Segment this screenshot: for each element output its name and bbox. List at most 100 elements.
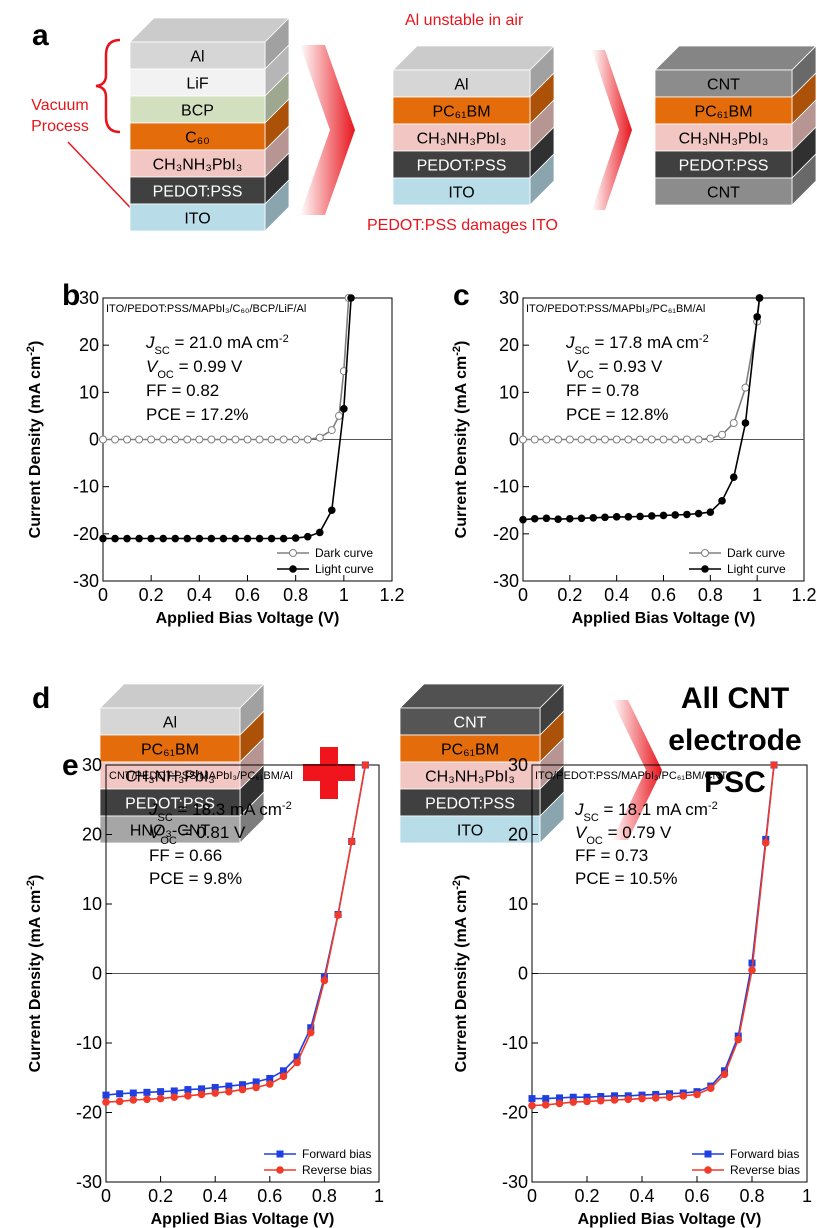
stack-top	[399, 683, 565, 709]
y-axis-label-text: Current Density (mA cm	[453, 356, 470, 539]
data-point	[718, 497, 726, 505]
stat-sub: OC	[586, 835, 603, 847]
layer-label: CH₃NH₃PbI₃	[425, 769, 515, 786]
stat: PCE = 12.8%	[566, 405, 669, 424]
data-point	[143, 1088, 151, 1096]
y-tick-label: 10	[82, 894, 102, 914]
stat-text: PCE = 17.2%	[146, 405, 249, 424]
stat-sup: -2	[282, 800, 292, 812]
stat-symbol: V	[149, 823, 162, 842]
data-point	[761, 839, 770, 847]
legend-label: Reverse bias	[730, 1163, 800, 1177]
data-point	[267, 534, 276, 543]
x-axis-label: Applied Bias Voltage (V)	[156, 610, 340, 627]
x-tick-label: 0.8	[698, 585, 723, 605]
stat-sub: OC	[160, 835, 177, 847]
data-point	[183, 435, 192, 444]
layer-label: CNT	[707, 77, 740, 94]
x-tick-label: 0.2	[557, 585, 582, 605]
stat: VOC = 0.99 V	[146, 357, 243, 381]
legend-marker	[704, 1166, 712, 1174]
data-point	[123, 435, 132, 444]
x-tick-label: 0.6	[684, 1186, 709, 1206]
panel-label: a	[32, 19, 49, 52]
data-point	[231, 534, 240, 543]
data-point	[671, 435, 680, 444]
x-tick-label: 0.6	[257, 1186, 282, 1206]
data-point	[252, 1083, 260, 1092]
data-point	[612, 513, 621, 521]
data-point	[279, 1072, 288, 1081]
data-point	[718, 430, 727, 439]
data-point	[347, 294, 355, 302]
data-point	[327, 506, 336, 515]
data-point	[335, 411, 344, 420]
x-tick-label: 0.2	[148, 1186, 173, 1206]
y-axis-label-sup: -2	[451, 346, 463, 356]
data-point	[589, 435, 598, 444]
legend-marker	[701, 565, 709, 573]
data-point	[528, 1101, 536, 1110]
stat: JSC = 21.0 mA cm-2	[145, 333, 289, 357]
data-point	[682, 435, 691, 444]
legend-label: Dark curve	[315, 546, 373, 560]
y-axis-label-text: Current Density (mA cm	[27, 890, 44, 1073]
layer-label: PC₆₁BM	[694, 104, 752, 121]
data-point	[624, 435, 633, 444]
data-point	[129, 1096, 138, 1104]
data-point	[123, 534, 131, 543]
data-point	[306, 1028, 315, 1037]
layer	[99, 815, 241, 844]
data-point	[541, 1101, 550, 1109]
result-text: All CNT	[681, 682, 789, 715]
data-point	[198, 1085, 206, 1093]
y-tick-label: -10	[502, 1033, 528, 1053]
data-point	[741, 419, 750, 427]
x-axis-label: Applied Bias Voltage (V)	[151, 1211, 335, 1228]
data-point	[530, 435, 539, 444]
data-point	[293, 1058, 301, 1067]
data-point	[211, 1089, 219, 1097]
data-point	[624, 1095, 633, 1104]
data-point	[135, 534, 143, 543]
legend-marker	[276, 1150, 284, 1158]
layer	[129, 68, 266, 97]
y-tick-label: -10	[493, 477, 519, 497]
data-point	[554, 515, 562, 524]
stat-sub: SC	[575, 345, 590, 357]
x-tick-label: 1	[752, 585, 762, 605]
series-line	[522, 297, 761, 521]
data-point	[638, 1094, 646, 1103]
stat: PCE = 10.5%	[575, 869, 678, 888]
data-point	[116, 1090, 124, 1098]
data-point	[556, 1094, 563, 1102]
x-axis-label: Applied Bias Voltage (V)	[572, 610, 756, 627]
data-point	[279, 435, 288, 444]
data-point	[694, 435, 703, 444]
arrow	[592, 50, 632, 210]
layer	[399, 788, 541, 817]
data-point	[665, 1093, 674, 1102]
data-point	[519, 435, 527, 444]
data-point	[340, 405, 348, 413]
y-tick-label: 20	[79, 335, 99, 355]
layer	[129, 41, 266, 70]
data-point	[255, 534, 264, 543]
y-tick-label: 0	[509, 430, 519, 450]
data-point	[612, 435, 621, 444]
x-tick-label: 0.8	[739, 1186, 764, 1206]
layer	[129, 122, 266, 151]
data-point	[279, 1067, 287, 1075]
x-tick-label: 0	[98, 585, 108, 605]
data-point	[659, 511, 668, 520]
note: Al unstable in air	[405, 12, 524, 29]
x-tick-label: 0.2	[139, 585, 164, 605]
y-tick-label: 10	[79, 382, 99, 402]
annotation: ITO/PEDOT:PSS/MAPbI₃/PC₆₁BM/CNT	[535, 770, 727, 782]
data-point	[320, 976, 329, 985]
y-tick-label: 20	[499, 335, 519, 355]
data-point	[303, 435, 312, 444]
layer-label: Al	[163, 715, 177, 732]
result-text: electrode	[668, 724, 801, 757]
